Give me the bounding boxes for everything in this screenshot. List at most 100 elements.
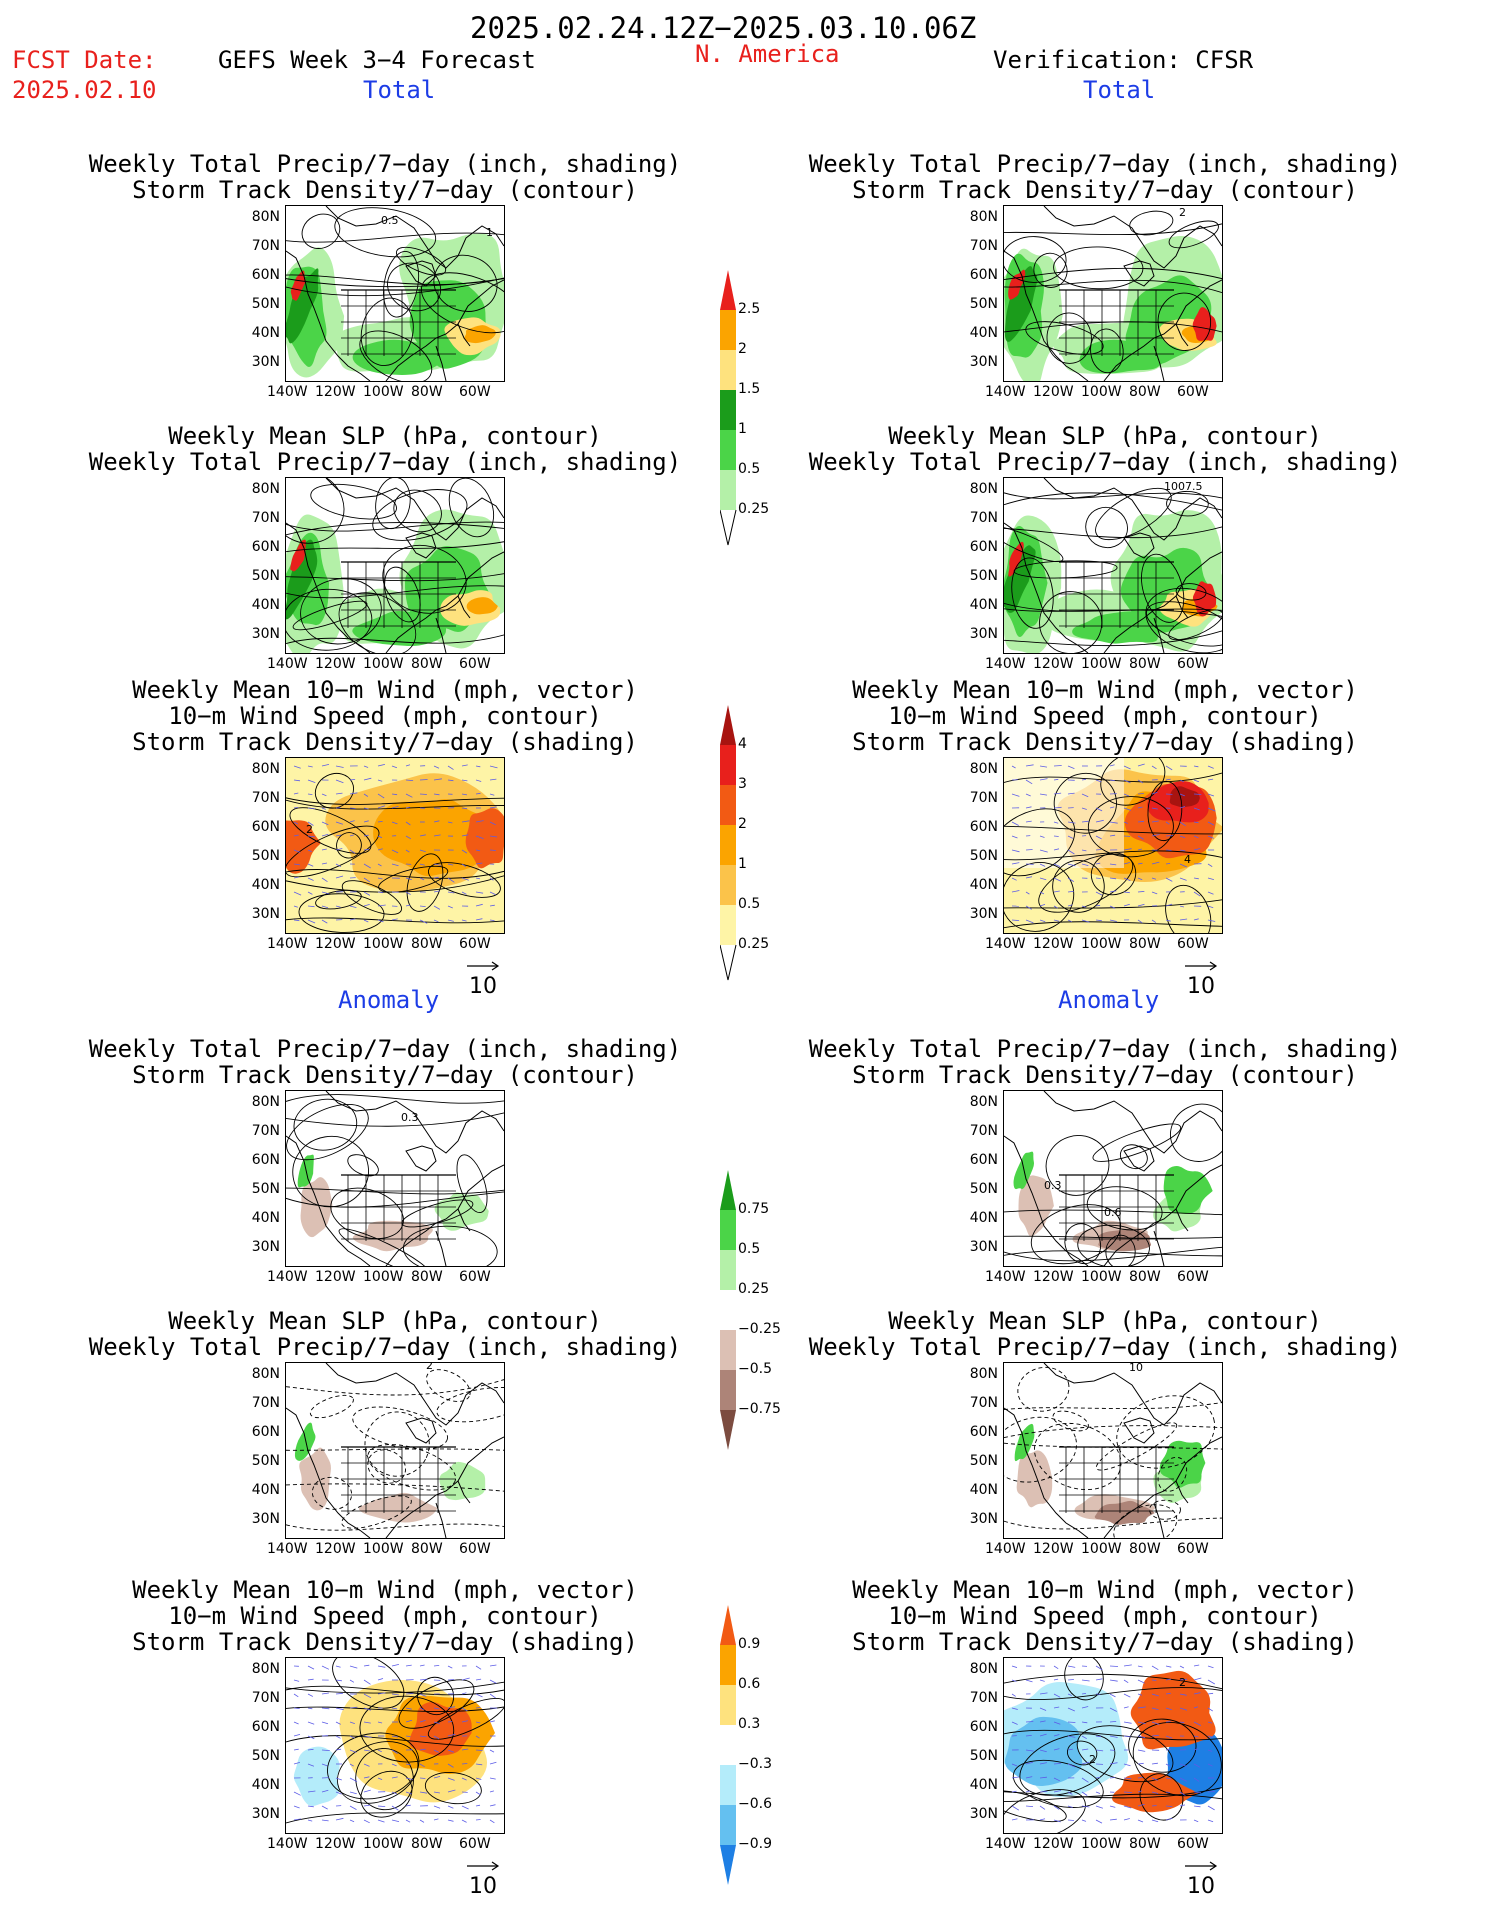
lon-tick-80W: 80W bbox=[411, 936, 443, 952]
section-total-left: Total bbox=[363, 76, 436, 104]
panel-title-2-left-0: Weekly Mean 10−m Wind (mph, vector) bbox=[132, 676, 638, 704]
contour-lines bbox=[286, 1658, 504, 1824]
lon-tick-100W: 100W bbox=[363, 1836, 404, 1852]
map-svg-4-left: 2 bbox=[286, 1363, 504, 1538]
lat-tick-30N: 30N bbox=[251, 1511, 280, 1527]
lat-tick-40N: 40N bbox=[969, 1210, 998, 1226]
lat-tick-70N: 70N bbox=[251, 238, 280, 254]
contour-lines bbox=[1004, 758, 1222, 933]
lat-tick-60N: 60N bbox=[969, 267, 998, 283]
panel-title-2-right-0: Weekly Mean 10−m Wind (mph, vector) bbox=[852, 676, 1358, 704]
lat-tick-70N: 70N bbox=[969, 1123, 998, 1139]
lat-tick-60N: 60N bbox=[969, 1424, 998, 1440]
lat-tick-40N: 40N bbox=[251, 1482, 280, 1498]
vector-reference-5-right: 10 bbox=[1183, 1860, 1223, 1900]
contour-lines bbox=[286, 1369, 504, 1531]
panel-title-4-right-0: Weekly Mean SLP (hPa, contour) bbox=[888, 1307, 1322, 1335]
right-slp_precip-shade-1 bbox=[1016, 1450, 1053, 1508]
lon-tick-120W: 120W bbox=[1033, 1836, 1074, 1852]
contour-label: 0.6 bbox=[1104, 1206, 1122, 1219]
lat-tick-60N: 60N bbox=[251, 539, 280, 555]
lat-tick-50N: 50N bbox=[969, 1748, 998, 1764]
colorbar-bottom-triangle bbox=[720, 1845, 736, 1885]
left-precip_storm-shade-2 bbox=[352, 1220, 433, 1252]
lat-tick-30N: 30N bbox=[251, 906, 280, 922]
lat-tick-80N: 80N bbox=[969, 481, 998, 497]
colorbar-label: −0.3 bbox=[738, 1756, 772, 1772]
colorbar-swatches bbox=[720, 270, 737, 546]
panel-title-5-left-0: Weekly Mean 10−m Wind (mph, vector) bbox=[132, 1576, 638, 1604]
lat-tick-50N: 50N bbox=[251, 296, 280, 312]
lat-tick-70N: 70N bbox=[251, 1123, 280, 1139]
left-precip_storm-shade-4 bbox=[434, 1192, 489, 1231]
left-precip_storm-shade-9 bbox=[464, 325, 496, 344]
panel-title-5-right-0: Weekly Mean 10−m Wind (mph, vector) bbox=[852, 1576, 1358, 1604]
contour-label: 0.5 bbox=[381, 214, 399, 227]
contour-lines bbox=[286, 1094, 504, 1266]
left-slp_precip-shade-9 bbox=[466, 597, 498, 615]
lon-tick-80W: 80W bbox=[1129, 384, 1161, 400]
contour-label: 4 bbox=[1184, 853, 1191, 866]
colorbar-storm-total: 4 3 2 1 0.5 0.25 bbox=[720, 705, 840, 995]
lon-tick-80W: 80W bbox=[411, 384, 443, 400]
colorbar-swatch bbox=[720, 745, 736, 785]
lon-tick-120W: 120W bbox=[315, 936, 356, 952]
map-4-right: 10 bbox=[1003, 1362, 1223, 1539]
lat-tick-50N: 50N bbox=[251, 568, 280, 584]
lat-tick-30N: 30N bbox=[969, 1806, 998, 1822]
colorbar-precip-total: 2.5 2 1.5 1 0.5 0.25 bbox=[720, 270, 840, 560]
lat-tick-30N: 30N bbox=[969, 354, 998, 370]
lat-tick-30N: 30N bbox=[969, 626, 998, 642]
contour-lines bbox=[1004, 1658, 1222, 1833]
colorbar-top-triangle bbox=[720, 1605, 736, 1645]
lon-tick-100W: 100W bbox=[1081, 936, 1122, 952]
colorbar-top-triangle bbox=[720, 270, 736, 310]
lon-tick-140W: 140W bbox=[267, 1269, 308, 1285]
colorbar-swatches bbox=[720, 1170, 736, 1450]
colorbar-label: −0.6 bbox=[738, 1796, 772, 1812]
lon-tick-140W: 140W bbox=[985, 1541, 1026, 1557]
left-slp_precip-shade-1 bbox=[299, 1447, 331, 1511]
colorbar-swatch bbox=[720, 1210, 736, 1250]
lon-tick-60W: 60W bbox=[459, 936, 491, 952]
panel-title-3-left-0: Weekly Total Precip/7−day (inch, shading… bbox=[88, 1035, 682, 1063]
left-wind_storm-shade-3 bbox=[465, 808, 504, 869]
lon-tick-140W: 140W bbox=[267, 656, 308, 672]
left-wind_storm-shade-4 bbox=[286, 820, 321, 874]
lon-tick-60W: 60W bbox=[459, 384, 491, 400]
lat-tick-50N: 50N bbox=[969, 568, 998, 584]
colorbar-swatch bbox=[720, 825, 736, 865]
lat-tick-70N: 70N bbox=[969, 1690, 998, 1706]
colorbar-tail bbox=[720, 944, 737, 981]
panel-title-2-right-2: Storm Track Density/7−day (shading) bbox=[852, 728, 1358, 756]
right-slp_precip-shade-7 bbox=[1004, 545, 1036, 613]
panel-title-1-left-0: Weekly Mean SLP (hPa, contour) bbox=[168, 422, 602, 450]
lat-tick-60N: 60N bbox=[251, 1424, 280, 1440]
colorbar-label: 1 bbox=[738, 421, 747, 437]
lat-tick-70N: 70N bbox=[251, 1395, 280, 1411]
lat-tick-80N: 80N bbox=[969, 1094, 998, 1110]
colorbar-swatch bbox=[720, 350, 736, 390]
lat-tick-70N: 70N bbox=[251, 510, 280, 526]
lat-tick-40N: 40N bbox=[969, 1482, 998, 1498]
lon-tick-100W: 100W bbox=[363, 656, 404, 672]
lon-tick-100W: 100W bbox=[363, 384, 404, 400]
contour-label: 0.3 bbox=[401, 1111, 419, 1124]
right-wind_storm-shade-2 bbox=[1004, 1716, 1083, 1787]
contour-lines bbox=[1004, 1366, 1222, 1538]
right-wind_storm-shade-5 bbox=[1169, 786, 1200, 808]
contour-lines bbox=[286, 207, 504, 381]
lon-tick-60W: 60W bbox=[1177, 656, 1209, 672]
colorbar-swatch bbox=[720, 1330, 736, 1370]
colorbar-swatch bbox=[720, 1725, 736, 1765]
colorbar-label: 0.75 bbox=[738, 1201, 770, 1217]
map-svg-3-left: 0.3 bbox=[286, 1091, 504, 1266]
lon-tick-80W: 80W bbox=[1129, 1269, 1161, 1285]
lat-tick-40N: 40N bbox=[969, 1777, 998, 1793]
contour-label: 1007.5 bbox=[1164, 480, 1203, 493]
lat-tick-40N: 40N bbox=[251, 1777, 280, 1793]
left-wind_storm-shade-4 bbox=[293, 1746, 340, 1807]
panel-title-4-left-1: Weekly Total Precip/7−day (inch, shading… bbox=[88, 1333, 682, 1361]
vector-reference-label: 10 bbox=[469, 1874, 497, 1899]
